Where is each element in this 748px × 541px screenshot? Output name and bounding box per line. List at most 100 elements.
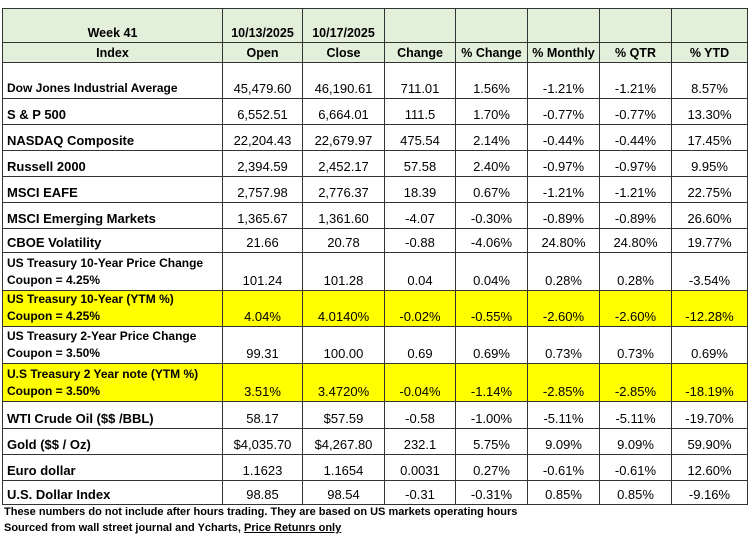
- value-cell: -12.28%: [671, 290, 748, 327]
- value-cell: -2.85%: [599, 363, 672, 402]
- value-cell: 0.73%: [599, 326, 672, 364]
- source-link: Price Retunrs only: [244, 522, 342, 534]
- value-cell: 0.28%: [527, 252, 600, 291]
- value-cell: 9.09%: [527, 428, 600, 455]
- table-row: U.S. Dollar Index 98.85 98.54 -0.31 -0.31% 0.…: [2, 480, 748, 505]
- value-cell: 22.75%: [671, 176, 748, 203]
- value-cell: 21.66: [222, 228, 303, 253]
- value-cell: -0.58: [384, 401, 456, 429]
- index-name: WTI Crude Oil ($$ /BBL): [2, 401, 223, 429]
- index-name: Euro dollar: [2, 454, 223, 481]
- column-header: % Monthly: [527, 42, 600, 63]
- index-name: Dow Jones Industrial Average: [2, 62, 223, 99]
- value-cell: 20.78: [302, 228, 385, 253]
- table-row: U.S Treasury 2 Year note (YTM %) Coupon …: [2, 363, 748, 402]
- index-name: Gold ($$ / Oz): [2, 428, 223, 455]
- value-cell: -2.85%: [527, 363, 600, 402]
- value-cell: -0.97%: [527, 150, 600, 177]
- table-row: CBOE Volatility 21.66 20.78 -0.88 -4.06% 24.8…: [2, 228, 748, 253]
- value-cell: -0.31%: [455, 480, 528, 505]
- index-name: US Treasury 10-Year Price Change Coupon …: [2, 252, 223, 291]
- value-cell: -0.77%: [599, 98, 672, 125]
- value-cell: 45,479.60: [222, 62, 303, 99]
- value-cell: 475.54: [384, 124, 456, 151]
- value-cell: 232.1: [384, 428, 456, 455]
- value-cell: 9.09%: [599, 428, 672, 455]
- index-name: Russell 2000: [2, 150, 223, 177]
- value-cell: 9.95%: [671, 150, 748, 177]
- value-cell: 0.85%: [527, 480, 600, 505]
- value-cell: 3.4720%: [302, 363, 385, 402]
- value-cell: -1.21%: [599, 176, 672, 203]
- column-header: % Change: [455, 42, 528, 63]
- value-cell: 1.1654: [302, 454, 385, 481]
- value-cell: -2.60%: [599, 290, 672, 327]
- value-cell: 0.0031: [384, 454, 456, 481]
- value-cell: 100.00: [302, 326, 385, 364]
- value-cell: -0.89%: [527, 202, 600, 229]
- value-cell: -0.89%: [599, 202, 672, 229]
- value-cell: -4.07: [384, 202, 456, 229]
- index-name: U.S Treasury 2 Year note (YTM %) Coupon …: [2, 363, 223, 402]
- table-row: US Treasury 2-Year Price Change Coupon =…: [2, 326, 748, 364]
- value-cell: -2.60%: [527, 290, 600, 327]
- header-row: Week 41 10/13/2025 10/17/2025: [2, 8, 748, 43]
- value-cell: 0.04%: [455, 252, 528, 291]
- header-cell: [384, 8, 456, 43]
- table-row: NASDAQ Composite 22,204.43 22,679.97 475.54…: [2, 124, 748, 151]
- value-cell: 24.80%: [527, 228, 600, 253]
- value-cell: $57.59: [302, 401, 385, 429]
- column-header: Open: [222, 42, 303, 63]
- value-cell: 1,361.60: [302, 202, 385, 229]
- value-cell: -19.70%: [671, 401, 748, 429]
- value-cell: 98.54: [302, 480, 385, 505]
- value-cell: -0.97%: [599, 150, 672, 177]
- value-cell: -1.00%: [455, 401, 528, 429]
- header-cell: [527, 8, 600, 43]
- table-wrap: Week 41 10/13/2025 10/17/2025 Index Open Clos…: [2, 8, 748, 505]
- value-cell: -9.16%: [671, 480, 748, 505]
- value-cell: 101.24: [222, 252, 303, 291]
- value-cell: 111.5: [384, 98, 456, 125]
- value-cell: 6,552.51: [222, 98, 303, 125]
- footer-source: Sourced from wall street journal and Ych…: [4, 520, 517, 536]
- value-cell: 1,365.67: [222, 202, 303, 229]
- index-name: MSCI EAFE: [2, 176, 223, 203]
- value-cell: -0.55%: [455, 290, 528, 327]
- table-row: US Treasury 10-Year (YTM %) Coupon = 4.2…: [2, 290, 748, 327]
- value-cell: 18.39: [384, 176, 456, 203]
- value-cell: 0.67%: [455, 176, 528, 203]
- source-text: Sourced from wall street journal and Ych…: [4, 522, 245, 534]
- value-cell: 13.30%: [671, 98, 748, 125]
- value-cell: -3.54%: [671, 252, 748, 291]
- table-row: Russell 2000 2,394.59 2,452.17 57.58 2.40% -0…: [2, 150, 748, 177]
- index-name: MSCI Emerging Markets: [2, 202, 223, 229]
- value-cell: -0.61%: [527, 454, 600, 481]
- value-cell: 2,757.98: [222, 176, 303, 203]
- column-header: % YTD: [671, 42, 748, 63]
- column-header: Index: [2, 42, 223, 63]
- index-name: S & P 500: [2, 98, 223, 125]
- value-cell: -5.11%: [527, 401, 600, 429]
- header-cell: [455, 8, 528, 43]
- value-cell: 57.58: [384, 150, 456, 177]
- value-cell: 0.85%: [599, 480, 672, 505]
- table-row: MSCI EAFE 2,757.98 2,776.37 18.39 0.67% -1.21…: [2, 176, 748, 203]
- value-cell: 2,394.59: [222, 150, 303, 177]
- value-cell: 5.75%: [455, 428, 528, 455]
- week-label: Week 41: [2, 8, 223, 43]
- value-cell: $4,267.80: [302, 428, 385, 455]
- value-cell: 1.1623: [222, 454, 303, 481]
- open-date: 10/13/2025: [222, 8, 303, 43]
- table-row: MSCI Emerging Markets 1,365.67 1,361.60 -4.…: [2, 202, 748, 229]
- value-cell: 12.60%: [671, 454, 748, 481]
- column-header: Close: [302, 42, 385, 63]
- value-cell: 99.31: [222, 326, 303, 364]
- value-cell: -0.44%: [599, 124, 672, 151]
- value-cell: -0.77%: [527, 98, 600, 125]
- value-cell: -1.21%: [527, 176, 600, 203]
- value-cell: 8.57%: [671, 62, 748, 99]
- index-name: U.S. Dollar Index: [2, 480, 223, 505]
- header-cell: [671, 8, 748, 43]
